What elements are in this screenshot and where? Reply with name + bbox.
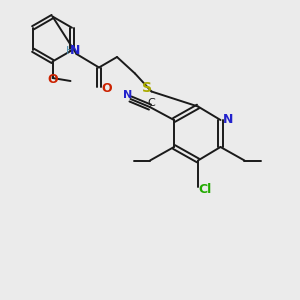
Text: C: C: [148, 98, 155, 108]
Text: H: H: [66, 46, 74, 56]
Text: S: S: [142, 81, 152, 95]
Text: N: N: [223, 112, 233, 126]
Text: O: O: [101, 82, 112, 95]
Text: N: N: [70, 44, 80, 58]
Text: Cl: Cl: [198, 183, 211, 196]
Text: O: O: [47, 73, 58, 86]
Text: N: N: [123, 90, 132, 100]
